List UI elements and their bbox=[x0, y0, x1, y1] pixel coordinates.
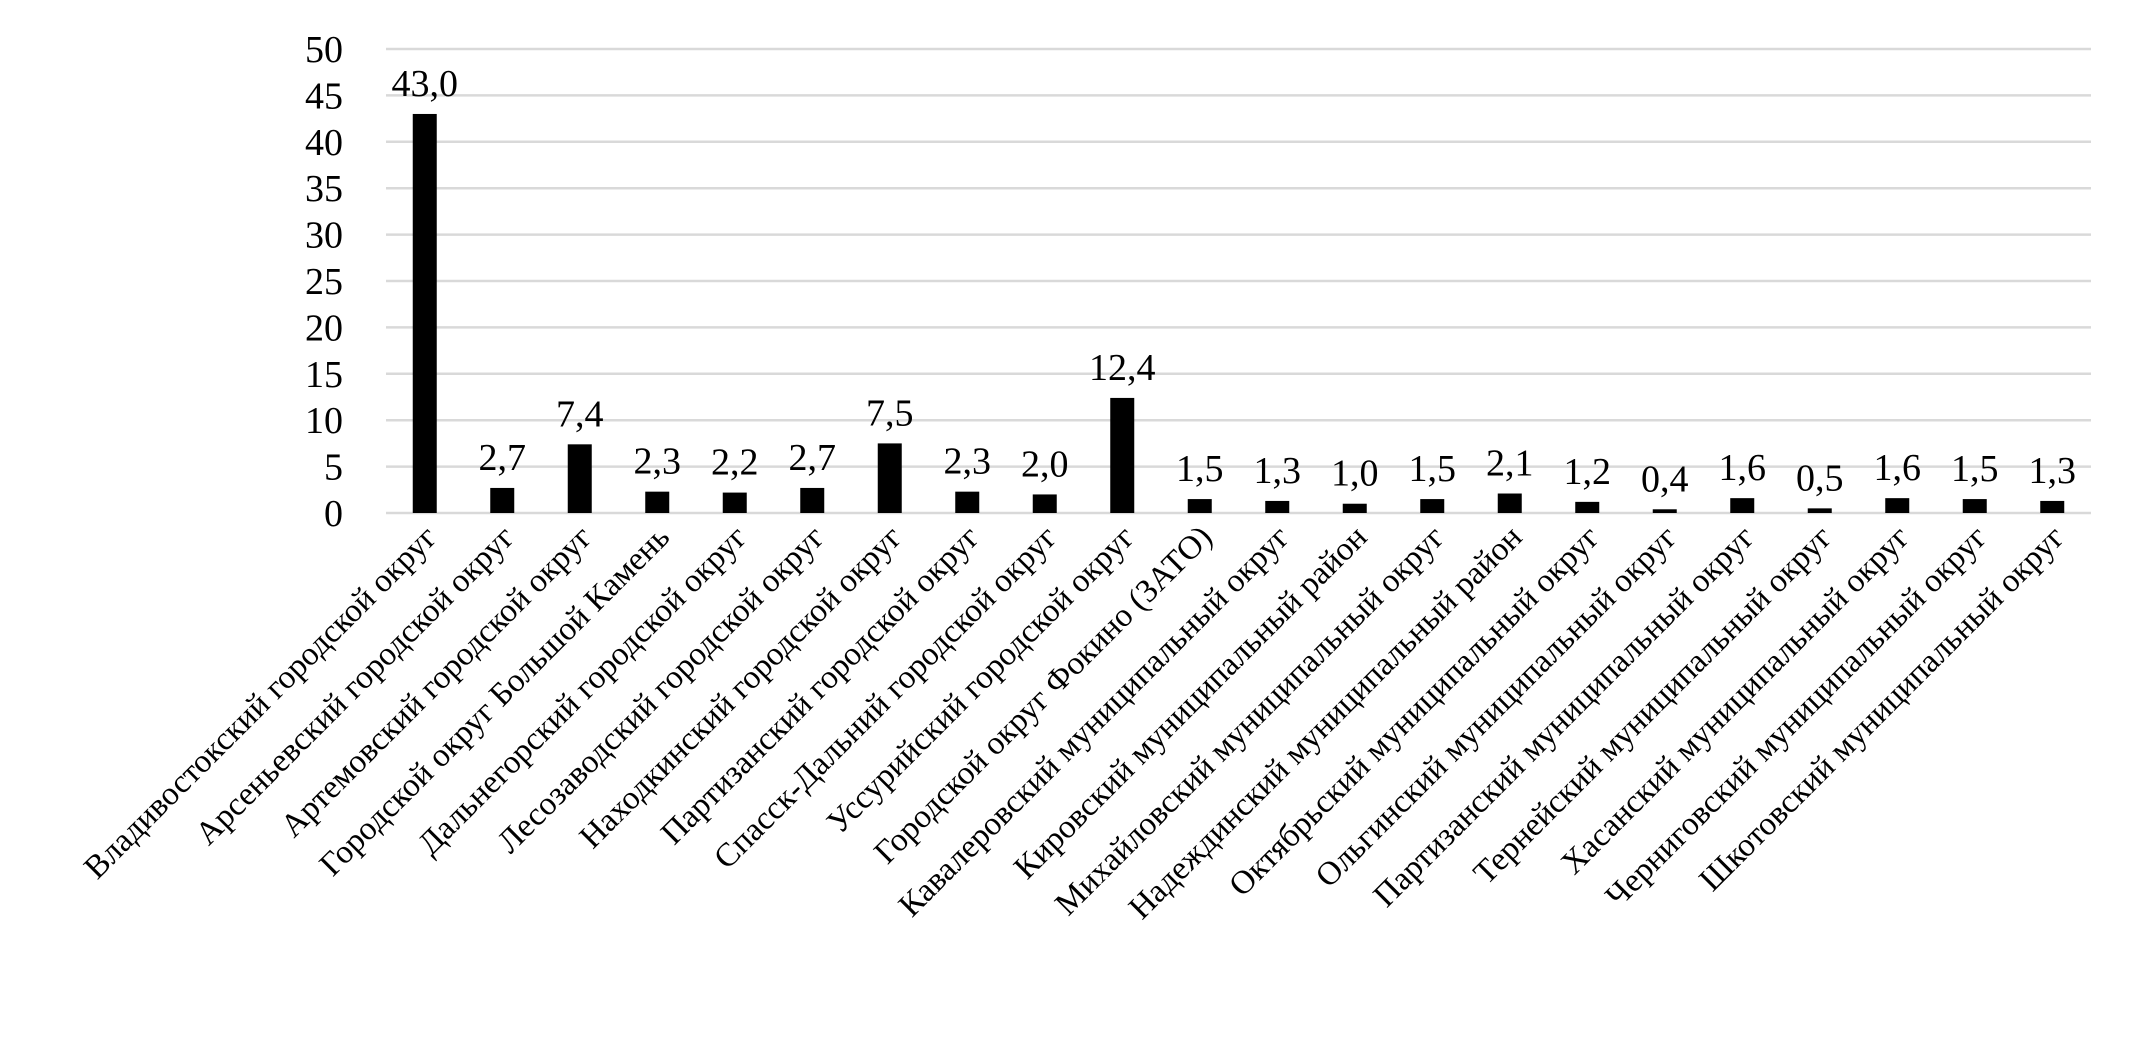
data-label: 2,7 bbox=[789, 437, 837, 479]
bar bbox=[1497, 493, 1522, 513]
y-tick-label: 30 bbox=[305, 215, 343, 257]
bar bbox=[800, 487, 825, 513]
bar bbox=[412, 113, 437, 514]
bar bbox=[1187, 499, 1212, 513]
bar bbox=[567, 444, 592, 513]
bar bbox=[1885, 498, 1910, 513]
data-label: 1,5 bbox=[1176, 448, 1224, 490]
data-label: 2,2 bbox=[711, 442, 759, 484]
y-tick-label: 35 bbox=[305, 168, 343, 210]
data-label: 2,7 bbox=[479, 437, 527, 479]
bar bbox=[490, 487, 515, 513]
gridlines bbox=[386, 47, 2091, 515]
bar bbox=[1110, 397, 1135, 513]
y-tick-label: 50 bbox=[305, 29, 343, 71]
y-tick-label: 45 bbox=[305, 75, 343, 117]
y-tick-label: 10 bbox=[305, 400, 343, 442]
data-label: 1,6 bbox=[1874, 447, 1922, 489]
data-label: 12,4 bbox=[1089, 347, 1156, 389]
y-tick-label: 15 bbox=[305, 354, 343, 396]
y-tick-label: 40 bbox=[305, 122, 343, 164]
bar bbox=[1652, 509, 1677, 513]
bar bbox=[1032, 494, 1057, 513]
bar bbox=[1265, 500, 1290, 513]
bar bbox=[955, 491, 980, 513]
y-tick-label: 5 bbox=[324, 447, 343, 489]
data-label: 0,4 bbox=[1641, 458, 1689, 500]
x-axis-labels: Владивостокский городской округАрсеньевс… bbox=[77, 519, 2071, 926]
bar bbox=[1420, 499, 1445, 513]
bar bbox=[1962, 499, 1987, 513]
bar bbox=[1575, 501, 1600, 513]
bar bbox=[877, 443, 902, 513]
data-label: 1,6 bbox=[1719, 447, 1767, 489]
data-label: 2,1 bbox=[1486, 443, 1534, 485]
bar bbox=[645, 491, 670, 513]
data-label: 7,4 bbox=[556, 393, 604, 435]
bar bbox=[1730, 498, 1755, 513]
data-label: 1,2 bbox=[1564, 451, 1612, 493]
data-label: 1,0 bbox=[1331, 453, 1379, 495]
data-label: 2,3 bbox=[944, 441, 992, 483]
data-label: 43,0 bbox=[392, 63, 459, 105]
y-tick-label: 25 bbox=[305, 261, 343, 303]
y-tick-label: 20 bbox=[305, 307, 343, 349]
y-tick-label: 0 bbox=[324, 493, 343, 535]
bar bbox=[1807, 508, 1832, 513]
bars bbox=[412, 113, 2065, 514]
bar bbox=[2040, 500, 2065, 513]
data-label: 0,5 bbox=[1796, 457, 1844, 499]
data-label: 1,5 bbox=[1951, 448, 1999, 490]
data-label: 1,3 bbox=[1254, 450, 1302, 492]
data-label: 2,3 bbox=[634, 441, 682, 483]
data-label: 2,0 bbox=[1021, 443, 1069, 485]
data-label: 7,5 bbox=[866, 392, 914, 434]
bar bbox=[722, 492, 747, 513]
data-label: 1,5 bbox=[1409, 448, 1457, 490]
data-labels: 43,0 2,7 7,4 2,3 2,2 2,7 7,5 2,3 2,0 12,4 1,5 1,3 1,… bbox=[392, 63, 2077, 500]
data-label: 1,3 bbox=[2029, 450, 2077, 492]
bar bbox=[1342, 503, 1367, 513]
